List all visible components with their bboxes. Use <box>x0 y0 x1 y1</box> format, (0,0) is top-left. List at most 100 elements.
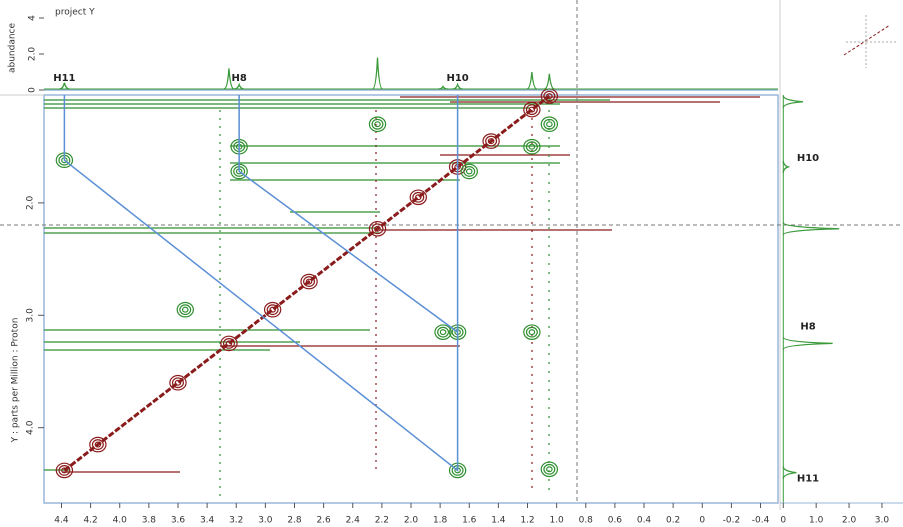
x-tick-label: 3.2 <box>229 516 243 526</box>
x-tick-label: 3.8 <box>142 516 157 526</box>
diagonal-peak <box>55 462 74 479</box>
cross-peak <box>434 324 452 340</box>
diagonal-peak <box>89 436 107 453</box>
x-tick-label: 2.6 <box>316 516 331 526</box>
thumbnail <box>843 15 896 68</box>
contour <box>460 163 478 180</box>
contour <box>528 329 536 336</box>
contour <box>540 116 559 133</box>
contour <box>269 306 276 313</box>
cross-peak <box>176 301 194 318</box>
contour <box>414 194 422 201</box>
projection-peak <box>234 82 245 90</box>
contour <box>220 335 238 352</box>
contour <box>94 441 102 448</box>
x-tick-label: 4.0 <box>113 516 128 526</box>
x-tick-label: 2.4 <box>346 516 361 526</box>
contour <box>181 306 189 313</box>
contour <box>482 133 500 149</box>
contour <box>169 374 187 391</box>
contour <box>437 326 450 338</box>
contour <box>528 143 536 150</box>
projection-peak <box>782 466 797 479</box>
x-tick-label: 0.8 <box>579 516 594 526</box>
projection-peak <box>544 73 555 90</box>
contour <box>546 466 553 473</box>
x-tick-label: 2.0 <box>404 516 419 526</box>
contour <box>263 301 282 318</box>
peak-label: H10 <box>446 73 468 84</box>
x-tick-label: 2.2 <box>375 516 389 526</box>
projection-peak <box>526 71 538 90</box>
cross-peak <box>460 163 478 180</box>
contour <box>55 462 74 479</box>
projection-x-tick-label: 2.0 <box>842 516 857 526</box>
contour <box>543 118 556 130</box>
x-tick-label: 1.2 <box>520 516 534 526</box>
contour <box>523 101 541 118</box>
y-tick-label: 4.0 <box>26 420 36 435</box>
cross-peak <box>368 116 387 133</box>
projection-peak <box>372 57 383 90</box>
contour <box>525 104 538 116</box>
y-axis-label: Y : parts per Million : Proton <box>11 318 21 444</box>
x-tick-label: 3.4 <box>200 516 215 526</box>
streaks <box>44 96 760 500</box>
peak-label: H11 <box>797 473 819 484</box>
diagonal-ridge <box>63 94 551 472</box>
peak-label: H8 <box>231 73 246 84</box>
contour <box>371 223 384 235</box>
contour <box>523 138 541 155</box>
projection-peak <box>782 95 804 108</box>
contour <box>222 337 235 349</box>
peak-label: H10 <box>797 153 819 164</box>
contour <box>540 461 559 478</box>
contour <box>305 278 313 285</box>
projection-x-tick-label: 1.0 <box>809 516 824 526</box>
contour <box>174 379 182 386</box>
contour <box>487 138 495 145</box>
projection-peak <box>438 85 449 90</box>
x-tick-label: 1.0 <box>549 516 564 526</box>
diagonal-peak <box>523 101 541 118</box>
x-tick-label: 0.4 <box>637 516 652 526</box>
contour <box>266 304 279 316</box>
contour <box>374 121 381 128</box>
projection-peak <box>782 337 833 350</box>
contour <box>91 439 104 450</box>
peak-label: H11 <box>53 73 75 84</box>
thumb-diagonal <box>843 24 891 56</box>
x-tick-label: 0.6 <box>608 516 623 526</box>
y-tick-label: 3.0 <box>26 308 36 323</box>
projection-title: project Y <box>55 8 95 18</box>
contour <box>434 324 452 340</box>
contour <box>303 276 316 287</box>
x-tick-label: -0.2 <box>723 516 741 526</box>
projection-peak <box>452 82 463 90</box>
contour <box>368 116 387 133</box>
contour <box>485 135 498 147</box>
diagonal-peak <box>300 273 318 290</box>
x-tick-label: 3.6 <box>171 516 186 526</box>
contour <box>61 467 68 474</box>
contour <box>439 329 447 336</box>
contour <box>176 301 194 318</box>
x-tick-label: 3.0 <box>258 516 273 526</box>
contour <box>546 121 553 128</box>
x-tick-label: 1.8 <box>433 516 448 526</box>
x-tick-label: -0.4 <box>752 516 770 526</box>
contour <box>371 118 384 130</box>
diagonal-peak <box>263 301 282 318</box>
x-tick-label: 1.6 <box>462 516 477 526</box>
projection-peak <box>223 68 235 90</box>
contour <box>300 273 318 290</box>
x-tick-label: 0.2 <box>666 516 680 526</box>
contour <box>523 324 541 340</box>
cross-peak <box>540 116 559 133</box>
contour <box>89 436 107 453</box>
x-tick-label: 0 <box>699 516 705 526</box>
cross-peak <box>523 138 541 155</box>
